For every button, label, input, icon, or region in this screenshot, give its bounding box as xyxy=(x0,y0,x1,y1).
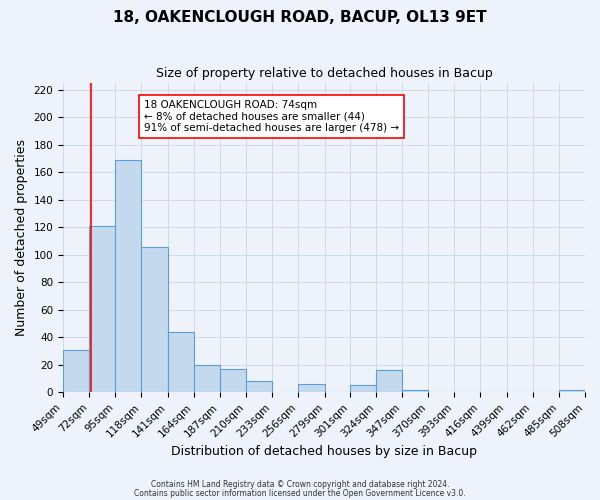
Bar xyxy=(376,370,402,392)
Text: Contains public sector information licensed under the Open Government Licence v3: Contains public sector information licen… xyxy=(134,488,466,498)
Bar xyxy=(350,386,376,392)
Bar xyxy=(559,390,585,392)
Bar xyxy=(115,160,142,392)
Bar xyxy=(194,365,220,392)
Bar xyxy=(142,246,167,392)
Bar xyxy=(167,332,194,392)
Bar xyxy=(402,390,428,392)
Bar xyxy=(63,350,89,393)
Bar xyxy=(298,384,325,392)
Text: 18, OAKENCLOUGH ROAD, BACUP, OL13 9ET: 18, OAKENCLOUGH ROAD, BACUP, OL13 9ET xyxy=(113,10,487,25)
Text: 18 OAKENCLOUGH ROAD: 74sqm
← 8% of detached houses are smaller (44)
91% of semi-: 18 OAKENCLOUGH ROAD: 74sqm ← 8% of detac… xyxy=(144,100,399,134)
Title: Size of property relative to detached houses in Bacup: Size of property relative to detached ho… xyxy=(155,68,493,80)
Bar xyxy=(220,369,246,392)
Text: Contains HM Land Registry data © Crown copyright and database right 2024.: Contains HM Land Registry data © Crown c… xyxy=(151,480,449,489)
Y-axis label: Number of detached properties: Number of detached properties xyxy=(15,139,28,336)
Bar xyxy=(246,382,272,392)
Bar xyxy=(89,226,115,392)
X-axis label: Distribution of detached houses by size in Bacup: Distribution of detached houses by size … xyxy=(171,444,477,458)
